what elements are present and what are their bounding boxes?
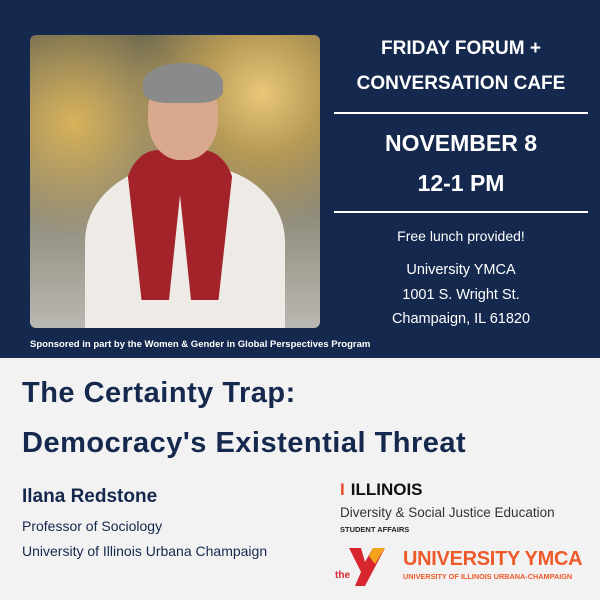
event-time: 12-1 PM bbox=[417, 170, 505, 196]
series-line2: CONVERSATION CAFE bbox=[356, 73, 566, 94]
ymca-subtitle: UNIVERSITY OF ILLINOIS URBANA-CHAMPAIGN bbox=[403, 572, 573, 581]
ymca-wordmark: UNIVERSITY YMCA bbox=[403, 548, 583, 570]
event-date: NOVEMBER 8 bbox=[384, 130, 538, 156]
speaker-name: Ilana Redstone bbox=[22, 486, 158, 507]
lunch-note: Free lunch provided! bbox=[397, 228, 525, 244]
sponsor-note: Sponsored in part by the Women & Gender … bbox=[30, 339, 371, 350]
speaker-affiliation: University of Illinois Urbana Champaign bbox=[22, 543, 268, 559]
divider bbox=[334, 112, 588, 114]
address: 1001 S. Wright St. bbox=[402, 287, 520, 303]
dsje-label: Diversity & Social Justice Education bbox=[340, 505, 555, 520]
illinois-logo: I ILLINOIS bbox=[340, 480, 423, 500]
city: Champaign, IL 61820 bbox=[391, 311, 531, 327]
photo-hair bbox=[143, 63, 223, 103]
venue: University YMCA bbox=[406, 262, 516, 278]
ymca-y-logo-icon: the bbox=[335, 548, 385, 586]
talk-title-line2: Democracy's Existential Threat bbox=[22, 427, 467, 459]
speaker-photo bbox=[30, 35, 320, 328]
series-line1: FRIDAY FORUM + bbox=[381, 38, 541, 59]
ymca-the: the bbox=[335, 570, 350, 581]
student-affairs-label: STUDENT AFFAIRS bbox=[340, 525, 410, 534]
block-i-icon: I bbox=[340, 480, 345, 499]
divider bbox=[334, 211, 588, 213]
talk-title-line1: The Certainty Trap: bbox=[22, 377, 296, 409]
speaker-role: Professor of Sociology bbox=[22, 518, 163, 534]
illinois-wordmark: ILLINOIS bbox=[350, 480, 423, 499]
